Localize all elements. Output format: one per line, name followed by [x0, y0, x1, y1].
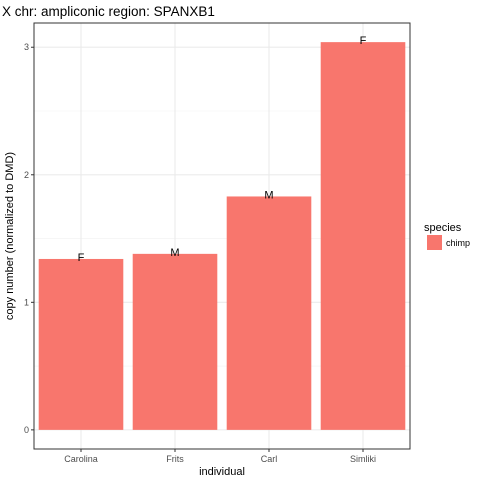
y-tick-label: 0 [24, 425, 29, 435]
bar-carl [226, 196, 312, 430]
legend-key-chimp [427, 235, 442, 250]
bar-frits [132, 253, 218, 430]
bar-label-carolina: F [78, 252, 85, 264]
legend-label-chimp: chimp [446, 238, 470, 248]
axes: 0 1 2 3 Carolina Frits Carl Simliki [24, 22, 411, 464]
x-tick-label: Carl [261, 454, 278, 464]
plot-border [33, 22, 411, 450]
bar-label-frits: M [170, 247, 179, 259]
x-tick-label: Simliki [350, 454, 376, 464]
legend: species chimp [424, 222, 470, 250]
plot-area: F M M F [34, 23, 410, 449]
x-tick-label: Frits [166, 454, 184, 464]
y-tick-label: 3 [24, 42, 29, 52]
y-tick-label: 1 [24, 297, 29, 307]
bar-simliki [320, 42, 406, 430]
legend-title: species [424, 222, 462, 234]
chart-title: X chr: ampliconic region: SPANXB1 [2, 4, 215, 19]
x-axis-title: individual [199, 466, 245, 478]
x-tick-label: Carolina [64, 454, 98, 464]
bar-label-simliki: F [360, 35, 367, 47]
y-tick-label: 2 [24, 170, 29, 180]
bar-label-carl: M [264, 189, 273, 201]
bar-carolina [38, 258, 124, 430]
y-axis-title: copy number (normalized to DMD) [4, 152, 16, 320]
